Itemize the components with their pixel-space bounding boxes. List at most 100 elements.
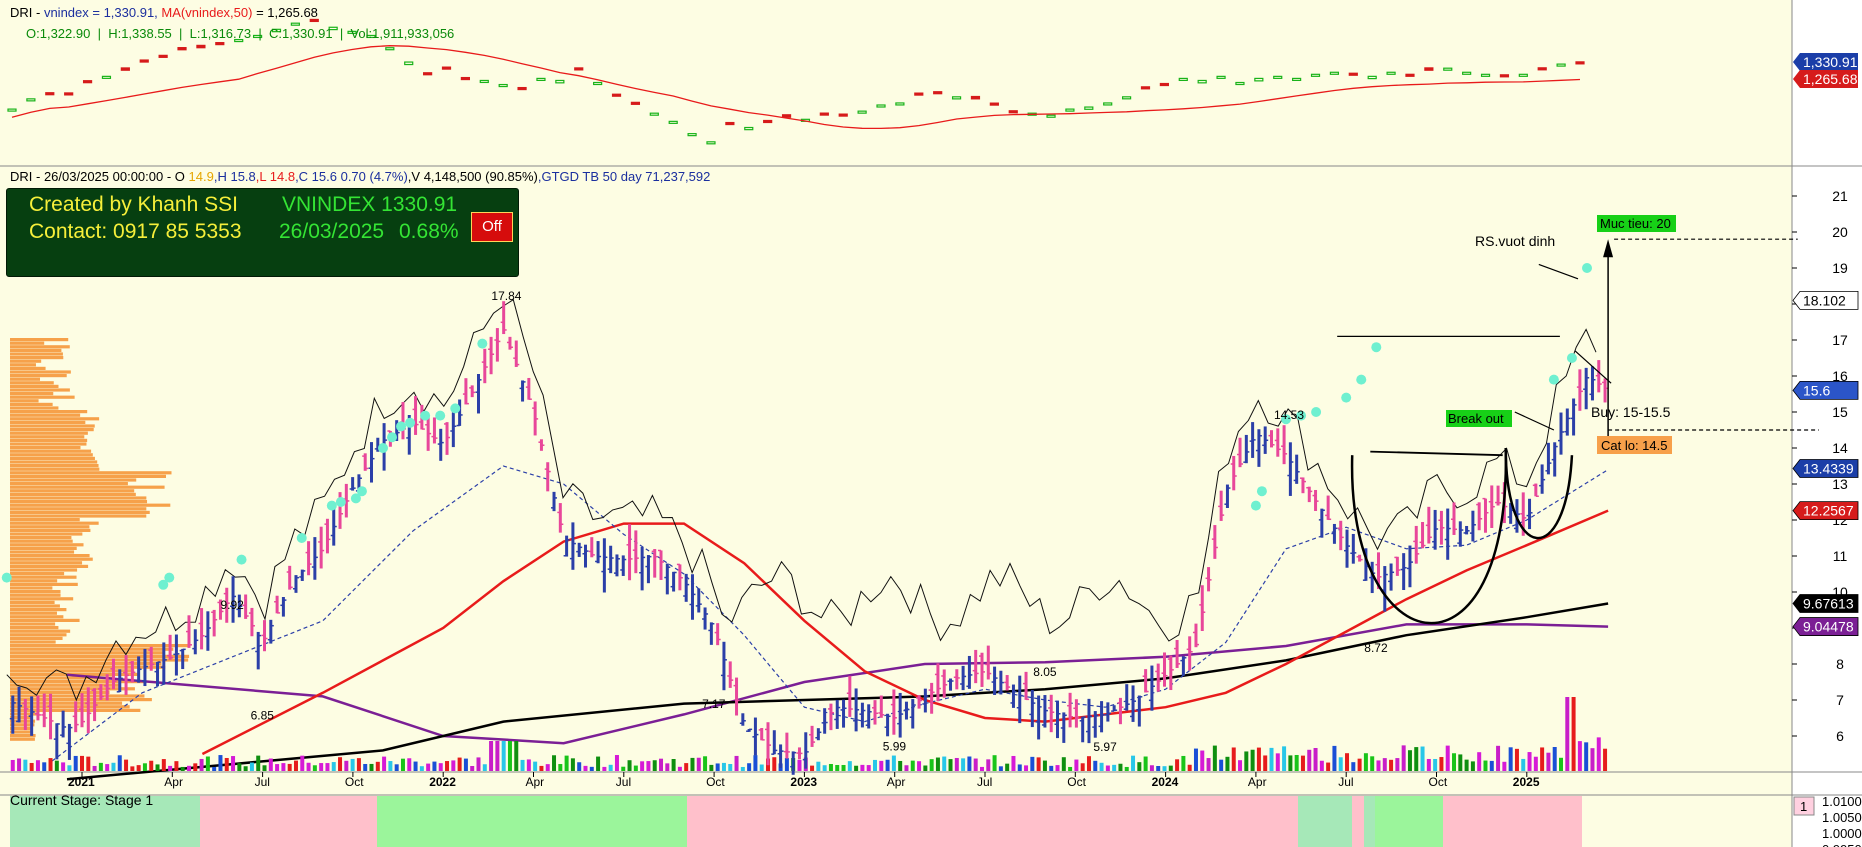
volume-profile-bar: [10, 550, 75, 554]
volume-bar: [1407, 750, 1412, 771]
volume-bar: [1382, 758, 1387, 771]
index-candle: [26, 98, 36, 102]
high-marker: [435, 410, 446, 421]
breakout-label: Break out: [1448, 411, 1504, 426]
volume-bar: [891, 755, 896, 771]
volume-bar: [382, 756, 387, 771]
volume-bar: [1389, 759, 1394, 771]
volume-bar: [696, 757, 701, 771]
volume-profile-bar: [10, 417, 100, 421]
x-tick-label: Jul: [616, 775, 631, 789]
volume-profile-bar: [10, 424, 95, 428]
volume-bar: [1514, 748, 1519, 771]
volume-bar: [942, 756, 947, 771]
volume-bar: [1200, 750, 1205, 771]
x-tick-label: Apr: [164, 775, 183, 789]
volume-bar: [1345, 753, 1350, 771]
volume-bar: [1206, 758, 1211, 771]
high-marker: [387, 432, 398, 443]
high-marker: [1256, 486, 1267, 497]
high-marker: [477, 338, 488, 349]
x-tick-label: Oct: [1429, 775, 1448, 789]
volume-bar: [564, 755, 569, 771]
volume-bar: [703, 756, 708, 771]
top-legend: DRI - vnindex = 1,330.91, MA(vnindex,50)…: [10, 5, 318, 20]
volume-bar: [677, 766, 682, 771]
volume-bar: [174, 761, 179, 771]
volume-profile-bar: [10, 543, 84, 547]
x-tick-label: Apr: [1248, 775, 1267, 789]
volume-profile-bar: [10, 521, 99, 525]
volume-bar: [866, 765, 871, 771]
volume-bar: [558, 764, 563, 771]
volume-bar: [482, 764, 487, 771]
volume-bar: [193, 763, 198, 771]
watermark-created-by: Created by Khanh SSI: [29, 193, 238, 216]
volume-bar: [1118, 763, 1123, 771]
index-candle: [120, 67, 130, 71]
volume-bar: [772, 757, 777, 771]
top-high: H:1,338.55: [108, 26, 172, 41]
volume-bar: [268, 758, 273, 771]
volume-bar: [948, 759, 953, 771]
index-candle: [7, 108, 17, 112]
stage-band: [10, 796, 200, 847]
volume-bar: [1300, 755, 1305, 771]
volume-profile-bar: [10, 572, 65, 576]
volume-bar: [734, 755, 739, 771]
stage-band: [1298, 796, 1352, 847]
volume-profile-bar: [10, 597, 74, 601]
volume-profile-bar: [10, 395, 75, 399]
volume-bar: [86, 756, 91, 771]
volume-bar: [463, 758, 468, 771]
volume-bar: [1470, 761, 1475, 771]
volume-profile-bar: [10, 377, 41, 381]
volume-bar: [1212, 745, 1217, 771]
volume-bar: [967, 756, 972, 771]
watermark-contact: Contact: 0917 85 5353: [29, 220, 242, 243]
index-candle: [328, 26, 338, 31]
price-label: 7.17: [702, 697, 726, 711]
volume-bar: [570, 758, 575, 771]
index-candle: [1103, 102, 1113, 106]
volume-bar: [1426, 758, 1431, 771]
volume-profile-bar: [10, 388, 70, 392]
volume-bar: [1093, 760, 1098, 771]
volume-profile-bar: [10, 392, 54, 396]
volume-bar: [690, 757, 695, 771]
volume-profile-bar: [10, 579, 58, 583]
volume-bar: [1244, 751, 1249, 771]
volume-bar: [1414, 747, 1419, 771]
index-candle: [914, 92, 924, 96]
index-candle: [1159, 82, 1169, 87]
volume-bar: [1288, 755, 1293, 771]
stage-axis-label: 0.9950: [1822, 842, 1862, 847]
volume-bar: [860, 764, 865, 771]
high-marker: [420, 410, 431, 421]
volume-bar: [1477, 752, 1482, 771]
sep: |: [97, 26, 101, 41]
volume-profile-bar: [10, 474, 166, 478]
stage-badge: [1793, 796, 1815, 816]
volume-bar: [451, 760, 456, 771]
volume-profile-bar: [10, 406, 59, 410]
volume-profile-bar: [10, 453, 93, 457]
volume-bar: [552, 755, 557, 771]
volume-profile-bar: [10, 626, 59, 630]
volume-profile-bar: [10, 561, 83, 565]
x-tick-label: Jul: [1338, 775, 1353, 789]
off-button[interactable]: Off: [471, 212, 513, 242]
stage-band: [1443, 796, 1582, 847]
volume-bar: [1502, 761, 1507, 771]
volume-bar: [29, 762, 34, 771]
index-candle: [1405, 73, 1415, 77]
volume-bar: [1508, 747, 1513, 771]
volume-bar: [929, 759, 934, 771]
high-marker: [1341, 392, 1352, 403]
price-label: 8.72: [1364, 641, 1388, 655]
volume-bar: [998, 766, 1003, 771]
volume-profile-bar: [10, 413, 81, 417]
price-tag-label: 9.67613: [1803, 596, 1854, 612]
volume-bar: [256, 755, 261, 771]
volume-bar: [1571, 697, 1576, 771]
